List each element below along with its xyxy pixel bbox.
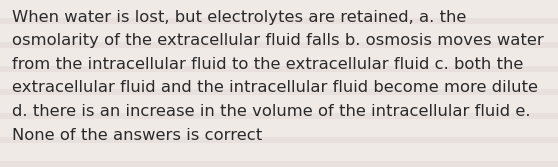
Text: osmolarity of the extracellular fluid falls b. osmosis moves water: osmolarity of the extracellular fluid fa…: [12, 34, 543, 48]
Text: d. there is an increase in the volume of the intracellular fluid e.: d. there is an increase in the volume of…: [12, 104, 531, 119]
Bar: [0, 125, 558, 131]
Bar: [0, 30, 558, 36]
Bar: [0, 66, 558, 72]
Bar: [0, 149, 558, 155]
Bar: [0, 113, 558, 119]
Bar: [0, 6, 558, 12]
Text: None of the answers is correct: None of the answers is correct: [12, 127, 262, 142]
Bar: [0, 42, 558, 48]
Bar: [0, 54, 558, 60]
Text: When water is lost, but electrolytes are retained, a. the: When water is lost, but electrolytes are…: [12, 10, 466, 25]
Bar: [0, 90, 558, 95]
Bar: [0, 137, 558, 143]
Bar: [0, 77, 558, 84]
Bar: [0, 18, 558, 24]
Bar: [0, 101, 558, 107]
Text: extracellular fluid and the intracellular fluid become more dilute: extracellular fluid and the intracellula…: [12, 80, 538, 96]
Bar: [0, 161, 558, 167]
Text: from the intracellular fluid to the extracellular fluid c. both the: from the intracellular fluid to the extr…: [12, 57, 523, 72]
